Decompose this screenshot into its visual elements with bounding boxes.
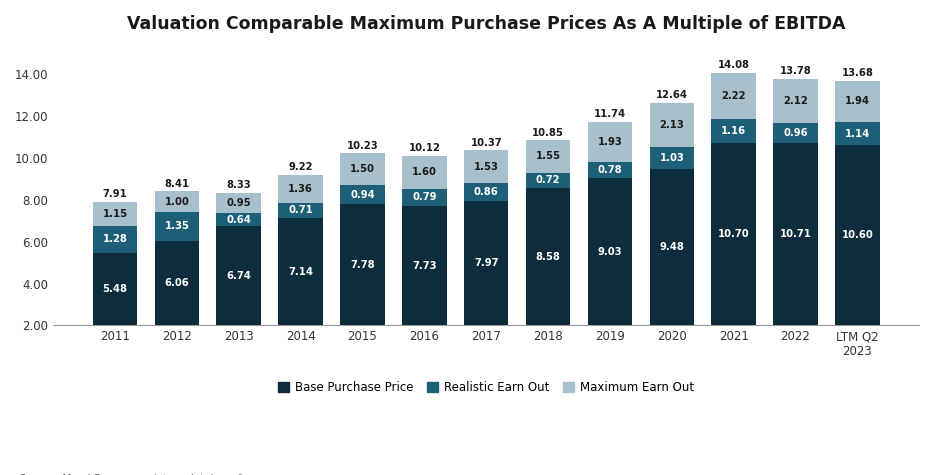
Text: 1.50: 1.50 [350, 164, 375, 174]
Text: 1.15: 1.15 [103, 209, 128, 219]
Bar [587, 122, 632, 162]
Text: 10.71: 10.71 [780, 229, 812, 239]
Text: 7.14: 7.14 [288, 266, 313, 277]
Text: 0.86: 0.86 [474, 187, 499, 197]
Bar [464, 151, 508, 182]
Text: 0.72: 0.72 [536, 175, 560, 185]
Text: 12.64: 12.64 [656, 90, 687, 100]
Bar [773, 143, 818, 325]
Bar [526, 140, 571, 173]
Text: 13.68: 13.68 [842, 68, 873, 78]
Text: 0.96: 0.96 [784, 128, 808, 138]
Bar [835, 122, 880, 145]
Text: 7.97: 7.97 [474, 258, 499, 268]
Bar [526, 188, 571, 325]
Bar [154, 240, 199, 325]
Bar [340, 153, 385, 185]
Text: 0.79: 0.79 [412, 192, 436, 202]
Bar [464, 182, 508, 200]
Text: 1.53: 1.53 [474, 162, 499, 171]
Bar [712, 73, 756, 119]
Bar [217, 213, 261, 226]
Text: 9.03: 9.03 [598, 247, 622, 257]
Bar [649, 103, 694, 147]
Bar [464, 200, 508, 325]
Bar [587, 162, 632, 178]
Bar [278, 218, 323, 325]
Bar [92, 226, 137, 253]
Text: 9.22: 9.22 [289, 162, 313, 172]
Text: 0.64: 0.64 [226, 215, 251, 225]
Bar [217, 193, 261, 213]
Text: 2.12: 2.12 [783, 96, 808, 106]
Text: 1.00: 1.00 [164, 197, 190, 207]
Text: 1.93: 1.93 [598, 137, 622, 147]
Bar [712, 119, 756, 143]
Text: 14.08: 14.08 [717, 60, 750, 70]
Bar [649, 147, 694, 169]
Bar [402, 155, 446, 189]
Text: 2.22: 2.22 [721, 91, 746, 101]
Text: 5.48: 5.48 [103, 284, 127, 294]
Text: 6.74: 6.74 [226, 271, 251, 281]
Bar [154, 212, 199, 240]
Text: 1.35: 1.35 [164, 221, 190, 231]
Text: 10.23: 10.23 [347, 141, 378, 151]
Bar [835, 145, 880, 325]
Bar [835, 81, 880, 122]
Text: 7.73: 7.73 [412, 260, 436, 271]
Text: 8.58: 8.58 [535, 252, 560, 262]
Text: 8.33: 8.33 [226, 180, 251, 190]
Text: 1.28: 1.28 [103, 234, 127, 244]
Bar [340, 205, 385, 325]
Bar [773, 79, 818, 123]
Text: 9.48: 9.48 [659, 242, 685, 252]
Text: 1.55: 1.55 [535, 152, 560, 162]
Text: 1.36: 1.36 [289, 184, 313, 194]
Text: 10.12: 10.12 [408, 143, 440, 153]
Text: 2.13: 2.13 [659, 120, 685, 130]
Bar [92, 253, 137, 325]
Text: 1.03: 1.03 [659, 153, 685, 163]
Text: 7.78: 7.78 [350, 260, 375, 270]
Bar [340, 185, 385, 205]
Text: 7.91: 7.91 [103, 189, 127, 200]
Text: 10.85: 10.85 [532, 128, 564, 138]
Bar [712, 143, 756, 325]
Bar [217, 226, 261, 325]
Text: 6.06: 6.06 [164, 278, 190, 288]
Text: 11.74: 11.74 [594, 109, 626, 119]
Bar [278, 203, 323, 218]
Title: Valuation Comparable Maximum Purchase Prices As A Multiple of EBITDA: Valuation Comparable Maximum Purchase Pr… [127, 15, 845, 33]
Text: 10.60: 10.60 [842, 230, 873, 240]
Text: 1.94: 1.94 [845, 96, 870, 106]
Text: 1.16: 1.16 [721, 126, 746, 136]
Text: 1.60: 1.60 [412, 167, 437, 177]
Text: 10.37: 10.37 [471, 138, 502, 148]
Bar [649, 169, 694, 325]
Bar [402, 189, 446, 206]
Bar [278, 174, 323, 203]
Text: 8.41: 8.41 [164, 179, 190, 189]
Text: 0.95: 0.95 [226, 198, 251, 208]
Text: 0.94: 0.94 [350, 190, 375, 200]
Bar [773, 123, 818, 143]
Bar [154, 191, 199, 212]
Legend: Base Purchase Price, Realistic Earn Out, Maximum Earn Out: Base Purchase Price, Realistic Earn Out,… [274, 376, 699, 399]
Bar [92, 202, 137, 226]
Bar [587, 178, 632, 325]
Text: 0.78: 0.78 [598, 165, 622, 175]
Text: 0.71: 0.71 [289, 206, 313, 216]
Text: 10.70: 10.70 [718, 229, 749, 239]
Bar [402, 206, 446, 325]
Text: 13.78: 13.78 [780, 66, 812, 76]
Bar [526, 173, 571, 188]
Text: 1.14: 1.14 [844, 129, 870, 139]
